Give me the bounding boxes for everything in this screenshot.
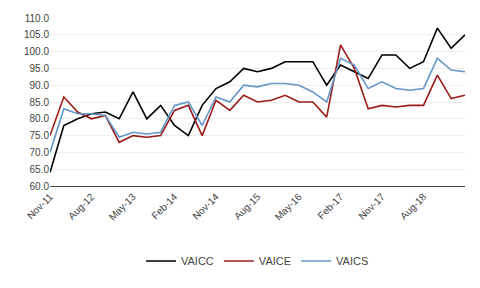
svg-text:VAICE: VAICE: [259, 255, 291, 267]
svg-text:90.0: 90.0: [30, 80, 50, 91]
svg-text:Aug-12: Aug-12: [66, 191, 97, 222]
svg-text:VAICS: VAICS: [336, 255, 368, 267]
svg-text:65.0: 65.0: [30, 164, 50, 175]
svg-text:Aug-15: Aug-15: [232, 191, 263, 222]
svg-text:Nov-14: Nov-14: [190, 191, 221, 222]
svg-text:Feb-17: Feb-17: [315, 191, 345, 221]
svg-text:Nov-11: Nov-11: [25, 191, 55, 221]
svg-text:Feb-14: Feb-14: [149, 191, 179, 221]
svg-text:110.0: 110.0: [25, 13, 50, 24]
svg-text:105.0: 105.0: [24, 29, 49, 40]
svg-text:Nov-17: Nov-17: [356, 191, 387, 222]
svg-text:60.0: 60.0: [30, 181, 50, 192]
svg-text:100.0: 100.0: [24, 46, 49, 57]
svg-text:95.0: 95.0: [30, 63, 50, 74]
svg-text:May-13: May-13: [107, 191, 139, 223]
svg-text:85.0: 85.0: [30, 97, 50, 108]
svg-text:70.0: 70.0: [30, 147, 50, 158]
svg-text:VAICC: VAICC: [181, 255, 214, 267]
svg-text:75.0: 75.0: [30, 130, 50, 141]
svg-text:80.0: 80.0: [30, 113, 50, 124]
svg-text:May-16: May-16: [273, 191, 305, 223]
svg-text:Aug-18: Aug-18: [398, 191, 429, 222]
